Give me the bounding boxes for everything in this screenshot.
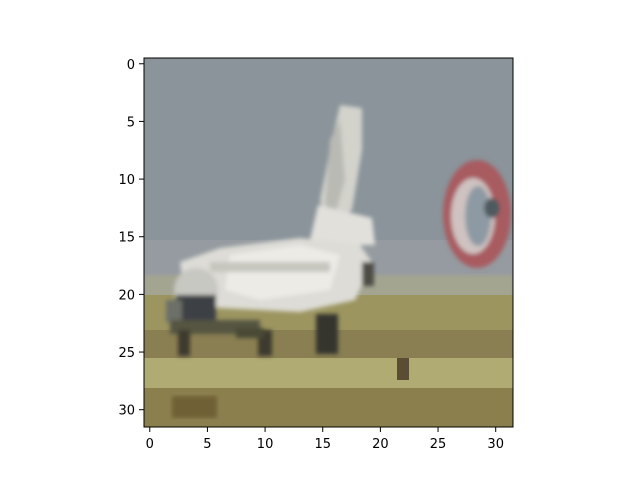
y-tick-label: 15 bbox=[118, 231, 135, 246]
airplane bbox=[166, 105, 375, 356]
x-tick-label: 10 bbox=[257, 437, 274, 452]
y-tick-label: 20 bbox=[118, 288, 135, 303]
y-tick-label: 10 bbox=[118, 173, 135, 188]
pixel-image bbox=[144, 58, 513, 427]
x-tick-label: 25 bbox=[430, 437, 447, 452]
y-tick-label: 0 bbox=[127, 58, 135, 73]
ring-object bbox=[443, 160, 511, 268]
y-tick-label: 25 bbox=[118, 346, 135, 361]
x-tick-label: 0 bbox=[146, 437, 154, 452]
y-tick-label: 5 bbox=[127, 115, 135, 130]
x-tick-label: 30 bbox=[487, 437, 504, 452]
ground-light-band bbox=[144, 358, 513, 388]
x-tick-label: 5 bbox=[203, 437, 211, 452]
y-tick-label: 30 bbox=[118, 404, 135, 419]
axes-frame bbox=[143, 57, 514, 428]
x-tick-label: 15 bbox=[314, 437, 331, 452]
x-axis: 0 5 10 15 20 25 30 bbox=[146, 427, 504, 452]
runway-marker bbox=[397, 358, 409, 380]
x-tick-label: 20 bbox=[372, 437, 389, 452]
y-axis: 0 5 10 15 20 25 30 bbox=[118, 58, 144, 419]
ground-patch bbox=[172, 396, 217, 418]
